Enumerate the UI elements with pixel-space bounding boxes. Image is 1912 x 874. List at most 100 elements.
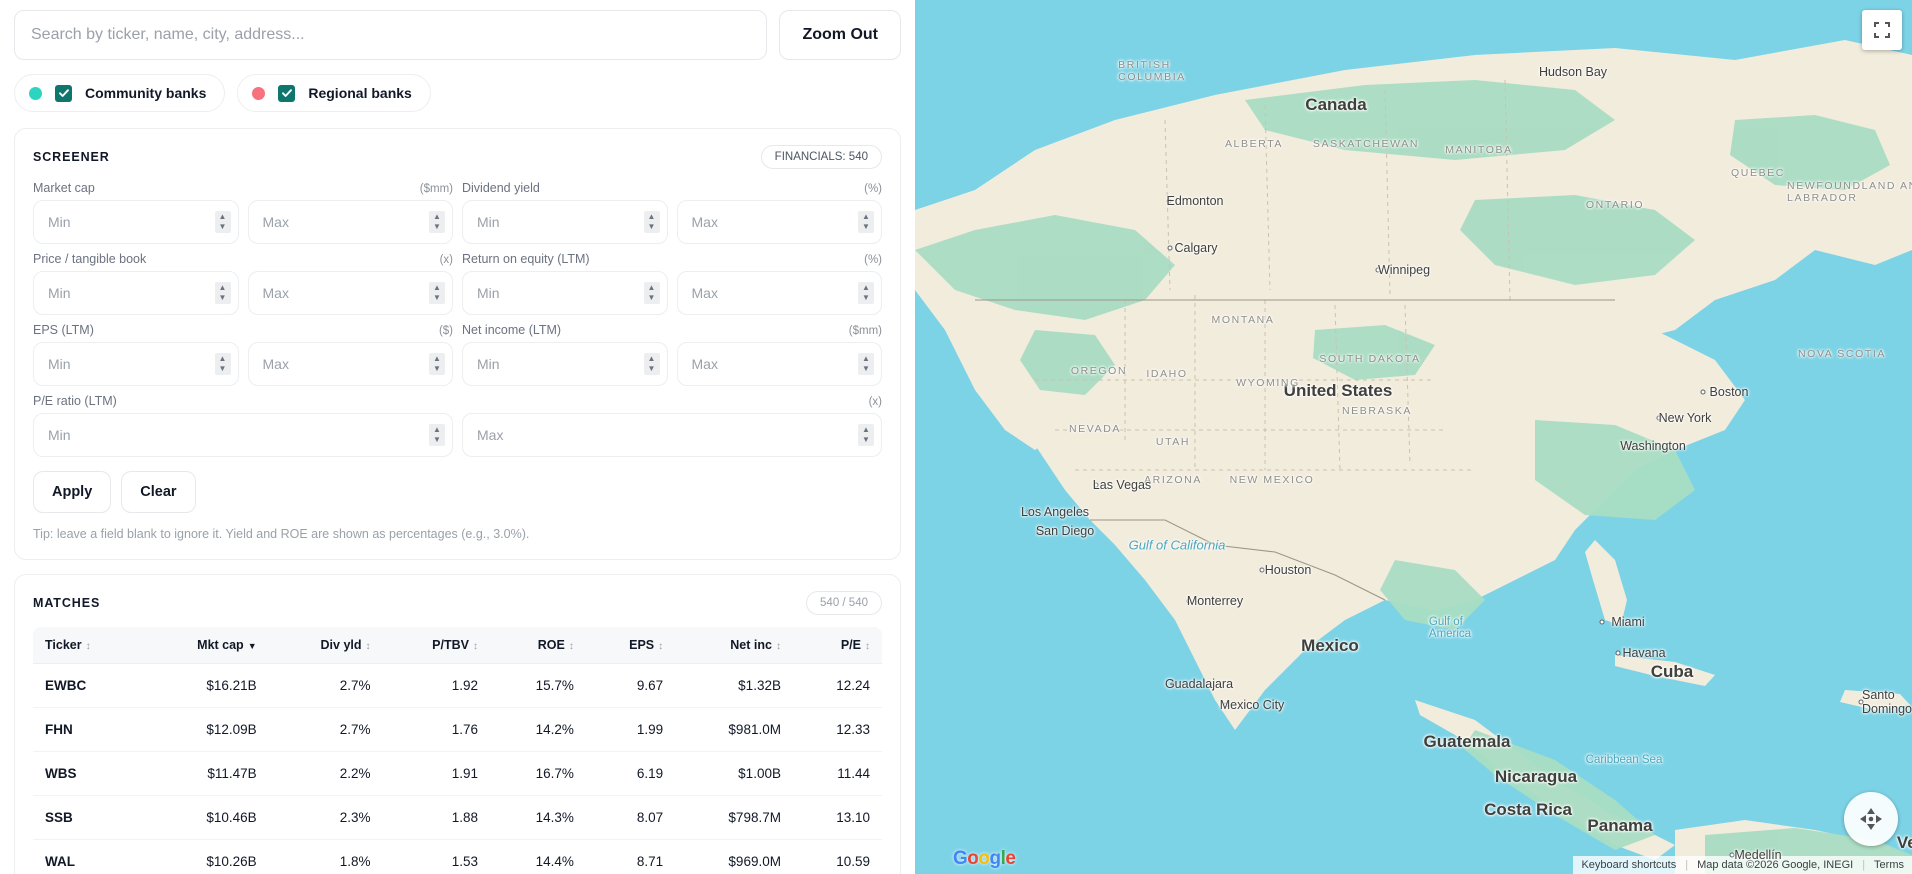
financials-count-badge: FINANCIALS: 540 bbox=[760, 145, 882, 169]
table-row[interactable]: EWBC $16.21B 2.7% 1.92 15.7% 9.67 $1.32B 12.24 bbox=[33, 663, 882, 708]
cell-net-inc: $1.32B bbox=[675, 663, 793, 708]
min-input[interactable] bbox=[33, 200, 239, 244]
map-canvas[interactable]: Google Keyboard shortcuts | Map data ©20… bbox=[915, 0, 1912, 874]
number-stepper[interactable]: ▲ ▼ bbox=[858, 424, 874, 446]
min-input[interactable] bbox=[33, 342, 239, 386]
min-input[interactable] bbox=[33, 271, 239, 315]
cell-eps: 8.71 bbox=[585, 839, 676, 874]
number-stepper[interactable]: ▲ ▼ bbox=[643, 353, 660, 375]
min-input[interactable] bbox=[462, 342, 668, 386]
column-header-roe[interactable]: ROE ↕ bbox=[489, 627, 586, 664]
sort-none-icon: ↕ bbox=[568, 641, 574, 652]
legend-label: Community banks bbox=[85, 85, 207, 101]
number-stepper[interactable]: ▲ ▼ bbox=[858, 353, 874, 375]
terms-link[interactable]: Terms bbox=[1874, 859, 1904, 871]
max-input-wrap: ▲▼ bbox=[676, 200, 882, 244]
fullscreen-button[interactable] bbox=[1862, 10, 1902, 50]
stepper-up-icon: ▲ bbox=[433, 354, 441, 363]
number-stepper[interactable]: ▲ ▼ bbox=[858, 211, 874, 233]
column-header-ticker[interactable]: Ticker ↕ bbox=[33, 627, 141, 664]
max-input[interactable] bbox=[676, 342, 882, 386]
number-stepper[interactable]: ▲ ▼ bbox=[429, 211, 445, 233]
number-stepper[interactable]: ▲ ▼ bbox=[214, 282, 231, 304]
max-input[interactable] bbox=[247, 200, 453, 244]
number-stepper[interactable]: ▲ ▼ bbox=[643, 211, 660, 233]
cell-eps: 1.99 bbox=[585, 707, 676, 752]
apply-button[interactable]: Apply bbox=[33, 471, 112, 513]
screener-field-label: Return on equity (LTM) bbox=[462, 252, 590, 266]
stepper-up-icon: ▲ bbox=[647, 354, 656, 363]
cell-pe: 12.33 bbox=[792, 707, 882, 752]
stepper-up-icon: ▲ bbox=[862, 212, 870, 221]
legend-checkbox[interactable] bbox=[55, 84, 72, 102]
column-header-div-yld[interactable]: Div yld ↕ bbox=[268, 627, 383, 664]
screener-actions: Apply Clear bbox=[33, 471, 882, 513]
pan-control[interactable] bbox=[1844, 792, 1898, 846]
stepper-down-icon: ▼ bbox=[433, 222, 441, 231]
clear-button[interactable]: Clear bbox=[121, 471, 196, 513]
max-input[interactable] bbox=[462, 413, 882, 457]
number-stepper[interactable]: ▲ ▼ bbox=[214, 211, 231, 233]
cell-mkt-cap: $12.09B bbox=[140, 707, 269, 752]
table-row[interactable]: WAL $10.26B 1.8% 1.53 14.4% 8.71 $969.0M 10.59 bbox=[33, 839, 882, 874]
column-header-net-inc[interactable]: Net inc ↕ bbox=[675, 627, 793, 664]
city-marker-dot bbox=[1166, 198, 1172, 204]
stepper-down-icon: ▼ bbox=[862, 364, 870, 373]
cell-ticker: WAL bbox=[33, 839, 141, 874]
legend-chip-community[interactable]: Community banks bbox=[14, 74, 226, 112]
max-input[interactable] bbox=[247, 271, 453, 315]
attribution-separator: | bbox=[1862, 859, 1866, 871]
screener-field-group: Market cap($mm) ▲▼ ▲▼ bbox=[33, 181, 453, 244]
keyboard-shortcuts-link[interactable]: Keyboard shortcuts bbox=[1581, 859, 1677, 871]
min-input[interactable] bbox=[462, 271, 668, 315]
screener-field-label-row: Price / tangible book (x) bbox=[33, 252, 453, 266]
zoom-out-button[interactable]: Zoom Out bbox=[779, 10, 901, 60]
stepper-down-icon: ▼ bbox=[218, 222, 227, 231]
legend-checkbox[interactable] bbox=[278, 84, 296, 102]
column-header-p-e[interactable]: P/E ↕ bbox=[792, 627, 882, 664]
column-header-label: ROE bbox=[537, 638, 565, 652]
search-input[interactable] bbox=[14, 10, 768, 60]
number-stepper[interactable]: ▲ ▼ bbox=[429, 424, 445, 446]
table-row[interactable]: FHN $12.09B 2.7% 1.76 14.2% 1.99 $981.0M 12.33 bbox=[33, 707, 882, 752]
number-stepper[interactable]: ▲ ▼ bbox=[429, 353, 445, 375]
screener-field-label-row: Net income (LTM) ($mm) bbox=[462, 323, 882, 337]
min-input[interactable] bbox=[462, 200, 668, 244]
cell-mkt-cap: $10.46B bbox=[140, 795, 269, 840]
cell-mkt-cap: $10.26B bbox=[140, 839, 269, 874]
screener-minmax-pair: ▲▼ ▲▼ bbox=[33, 342, 453, 386]
max-input-wrap: ▲▼ bbox=[247, 271, 453, 315]
min-input[interactable] bbox=[33, 413, 453, 457]
number-stepper[interactable]: ▲ ▼ bbox=[429, 282, 445, 304]
map-data-credit: Map data ©2026 Google, INEGI bbox=[1697, 859, 1854, 871]
column-header-mkt-cap[interactable]: Mkt cap ▼ bbox=[140, 627, 269, 664]
cell-pe: 13.10 bbox=[792, 795, 882, 840]
table-row[interactable]: SSB $10.46B 2.3% 1.88 14.3% 8.07 $798.7M 13.10 bbox=[33, 795, 882, 840]
screener-field-label-row: Market cap ($mm) bbox=[33, 181, 453, 195]
matches-title: MATCHES bbox=[33, 596, 101, 610]
max-input[interactable] bbox=[676, 271, 882, 315]
screener-field-label: Market cap bbox=[33, 181, 95, 195]
max-input[interactable] bbox=[676, 200, 882, 244]
number-stepper[interactable]: ▲ ▼ bbox=[643, 282, 660, 304]
legend-chip-regional[interactable]: Regional banks bbox=[237, 74, 431, 112]
screener-minmax-pair: ▲▼ ▲▼ bbox=[33, 271, 453, 315]
cell-roe: 14.4% bbox=[489, 839, 586, 874]
table-row[interactable]: WBS $11.47B 2.2% 1.91 16.7% 6.19 $1.00B 11.44 bbox=[33, 751, 882, 796]
stepper-up-icon: ▲ bbox=[647, 283, 656, 292]
min-input-wrap: ▲▼ bbox=[462, 271, 668, 315]
number-stepper[interactable]: ▲ ▼ bbox=[858, 282, 874, 304]
map-basemap bbox=[915, 40, 1912, 874]
city-marker-dot bbox=[1729, 852, 1735, 858]
max-input[interactable] bbox=[247, 342, 453, 386]
stepper-down-icon: ▼ bbox=[647, 293, 656, 302]
stepper-up-icon: ▲ bbox=[218, 283, 227, 292]
cell-ptbv: 1.92 bbox=[382, 663, 490, 708]
column-header-eps[interactable]: EPS ↕ bbox=[585, 627, 676, 664]
number-stepper[interactable]: ▲ ▼ bbox=[214, 353, 231, 375]
city-marker-dot bbox=[1186, 598, 1192, 604]
max-input-wrap: ▲▼ bbox=[247, 342, 453, 386]
city-marker-dot bbox=[1223, 702, 1229, 708]
column-header-p-tbv[interactable]: P/TBV ↕ bbox=[382, 627, 490, 664]
screener-field-label: EPS (LTM) bbox=[33, 323, 94, 337]
